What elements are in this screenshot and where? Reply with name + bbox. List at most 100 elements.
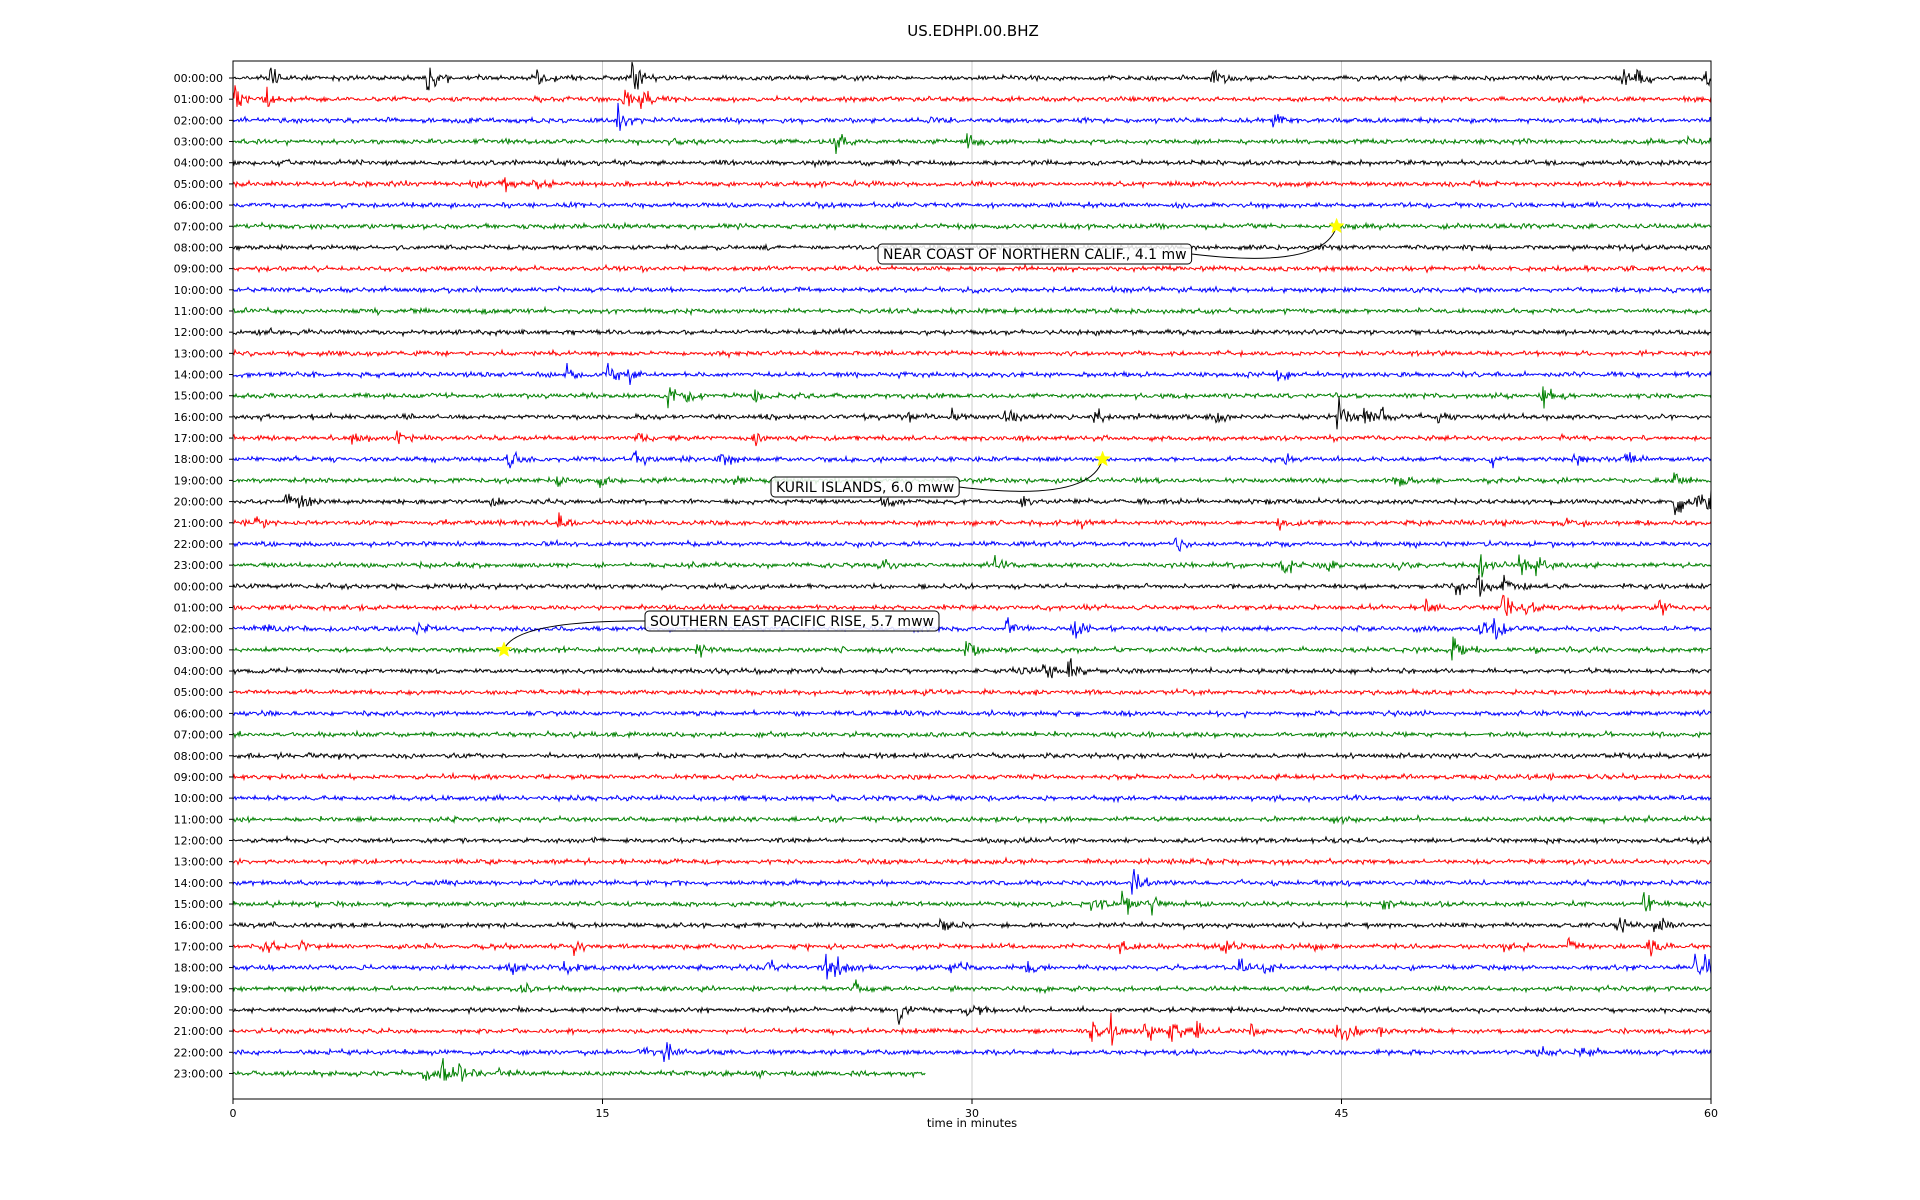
row-label: 10:00:00 bbox=[174, 792, 223, 805]
trace-line-38 bbox=[232, 869, 1712, 895]
row-label: 19:00:00 bbox=[174, 983, 223, 996]
trace-line-20 bbox=[232, 490, 1712, 516]
trace-line-36 bbox=[232, 834, 1712, 846]
trace-line-7 bbox=[232, 221, 1712, 232]
trace-line-46 bbox=[232, 1042, 1712, 1062]
trace-line-26 bbox=[232, 617, 1712, 640]
trace-line-30 bbox=[232, 708, 1712, 719]
annotation-text: NEAR COAST OF NORTHERN CALIF., 4.1 mw bbox=[883, 247, 1187, 263]
row-label: 11:00:00 bbox=[174, 813, 223, 826]
row-label: 16:00:00 bbox=[174, 411, 223, 424]
row-label: 23:00:00 bbox=[174, 1067, 223, 1080]
trace-line-16 bbox=[232, 396, 1712, 430]
xtick-label: 60 bbox=[1704, 1107, 1718, 1120]
trace-line-35 bbox=[232, 814, 1712, 826]
trace-line-4 bbox=[232, 157, 1712, 169]
row-label: 13:00:00 bbox=[174, 856, 223, 869]
row-label: 14:00:00 bbox=[174, 877, 223, 890]
row-label: 13:00:00 bbox=[174, 347, 223, 360]
event-star bbox=[1328, 217, 1345, 234]
trace-line-27 bbox=[232, 636, 1712, 661]
row-label: 17:00:00 bbox=[174, 432, 223, 445]
trace-line-12 bbox=[232, 326, 1712, 338]
annotation-connector bbox=[959, 459, 1104, 492]
trace-line-21 bbox=[232, 512, 1712, 531]
trace-line-45 bbox=[232, 1012, 1712, 1046]
row-label: 08:00:00 bbox=[174, 241, 223, 254]
row-label: 11:00:00 bbox=[174, 305, 223, 318]
trace-line-10 bbox=[232, 285, 1712, 295]
trace-line-25 bbox=[232, 594, 1712, 616]
trace-line-28 bbox=[232, 658, 1712, 679]
trace-line-39 bbox=[232, 890, 1712, 916]
trace-line-2 bbox=[232, 102, 1712, 131]
row-label: 02:00:00 bbox=[174, 623, 223, 636]
row-label: 02:00:00 bbox=[174, 114, 223, 127]
trace-line-0 bbox=[232, 61, 1712, 91]
row-label: 01:00:00 bbox=[174, 602, 223, 615]
trace-line-37 bbox=[232, 856, 1712, 867]
trace-line-23 bbox=[232, 554, 1712, 578]
row-label: 03:00:00 bbox=[174, 644, 223, 657]
row-label: 09:00:00 bbox=[174, 263, 223, 276]
row-label: 00:00:00 bbox=[174, 72, 223, 85]
xtick-label: 30 bbox=[965, 1107, 979, 1120]
annotation-connector bbox=[503, 620, 646, 651]
row-label: 10:00:00 bbox=[174, 284, 223, 297]
annotation: SOUTHERN EAST PACIFIC RISE, 5.7 mww bbox=[495, 610, 940, 657]
trace-line-11 bbox=[232, 305, 1712, 317]
row-label: 20:00:00 bbox=[174, 496, 223, 509]
row-label: 20:00:00 bbox=[174, 1004, 223, 1017]
trace-line-15 bbox=[232, 386, 1712, 409]
row-label: 01:00:00 bbox=[174, 93, 223, 106]
row-label: 08:00:00 bbox=[174, 750, 223, 763]
trace-line-44 bbox=[232, 1004, 1712, 1025]
annotation-text: SOUTHERN EAST PACIFIC RISE, 5.7 mww bbox=[650, 614, 934, 630]
row-label: 05:00:00 bbox=[174, 178, 223, 191]
row-label: 19:00:00 bbox=[174, 474, 223, 487]
row-label: 04:00:00 bbox=[174, 665, 223, 678]
trace-line-19 bbox=[232, 472, 1711, 489]
trace-line-31 bbox=[232, 729, 1712, 740]
x-axis-label: time in minutes bbox=[927, 1116, 1017, 1130]
xtick-label: 0 bbox=[230, 1107, 237, 1120]
trace-line-17 bbox=[232, 430, 1712, 447]
chart-title: US.EDHPI.00.BHZ bbox=[907, 22, 1039, 40]
row-label: 17:00:00 bbox=[174, 940, 223, 953]
event-annotations: NEAR COAST OF NORTHERN CALIF., 4.1 mw KUR… bbox=[495, 217, 1345, 657]
row-label: 07:00:00 bbox=[174, 729, 223, 742]
row-label: 14:00:00 bbox=[174, 369, 223, 382]
row-label: 03:00:00 bbox=[174, 136, 223, 149]
trace-line-9 bbox=[232, 263, 1712, 274]
row-label: 12:00:00 bbox=[174, 834, 223, 847]
trace-line-13 bbox=[232, 348, 1712, 359]
trace-line-32 bbox=[232, 750, 1712, 761]
trace-line-18 bbox=[232, 450, 1712, 469]
row-label: 00:00:00 bbox=[174, 580, 223, 593]
trace-line-42 bbox=[232, 953, 1712, 980]
row-label: 18:00:00 bbox=[174, 962, 223, 975]
row-label: 23:00:00 bbox=[174, 559, 223, 572]
trace-line-5 bbox=[232, 177, 1712, 193]
event-star bbox=[495, 641, 513, 657]
trace-line-29 bbox=[232, 687, 1712, 698]
row-label: 16:00:00 bbox=[174, 919, 223, 932]
trace-line-3 bbox=[232, 133, 1712, 155]
row-label: 07:00:00 bbox=[174, 220, 223, 233]
trace-line-43 bbox=[232, 979, 1712, 995]
trace-line-6 bbox=[232, 200, 1712, 210]
trace-line-1 bbox=[232, 85, 1712, 109]
trace-line-40 bbox=[232, 917, 1712, 933]
row-label: 09:00:00 bbox=[174, 771, 223, 784]
trace-line-47 bbox=[232, 1058, 926, 1082]
row-label: 18:00:00 bbox=[174, 453, 223, 466]
row-label: 21:00:00 bbox=[174, 517, 223, 530]
xtick-label: 45 bbox=[1335, 1107, 1349, 1120]
trace-line-33 bbox=[232, 771, 1712, 782]
trace-line-41 bbox=[232, 936, 1712, 957]
row-label: 05:00:00 bbox=[174, 686, 223, 699]
seismic-traces bbox=[232, 61, 1712, 1082]
trace-line-24 bbox=[232, 574, 1712, 597]
trace-line-34 bbox=[232, 792, 1712, 804]
